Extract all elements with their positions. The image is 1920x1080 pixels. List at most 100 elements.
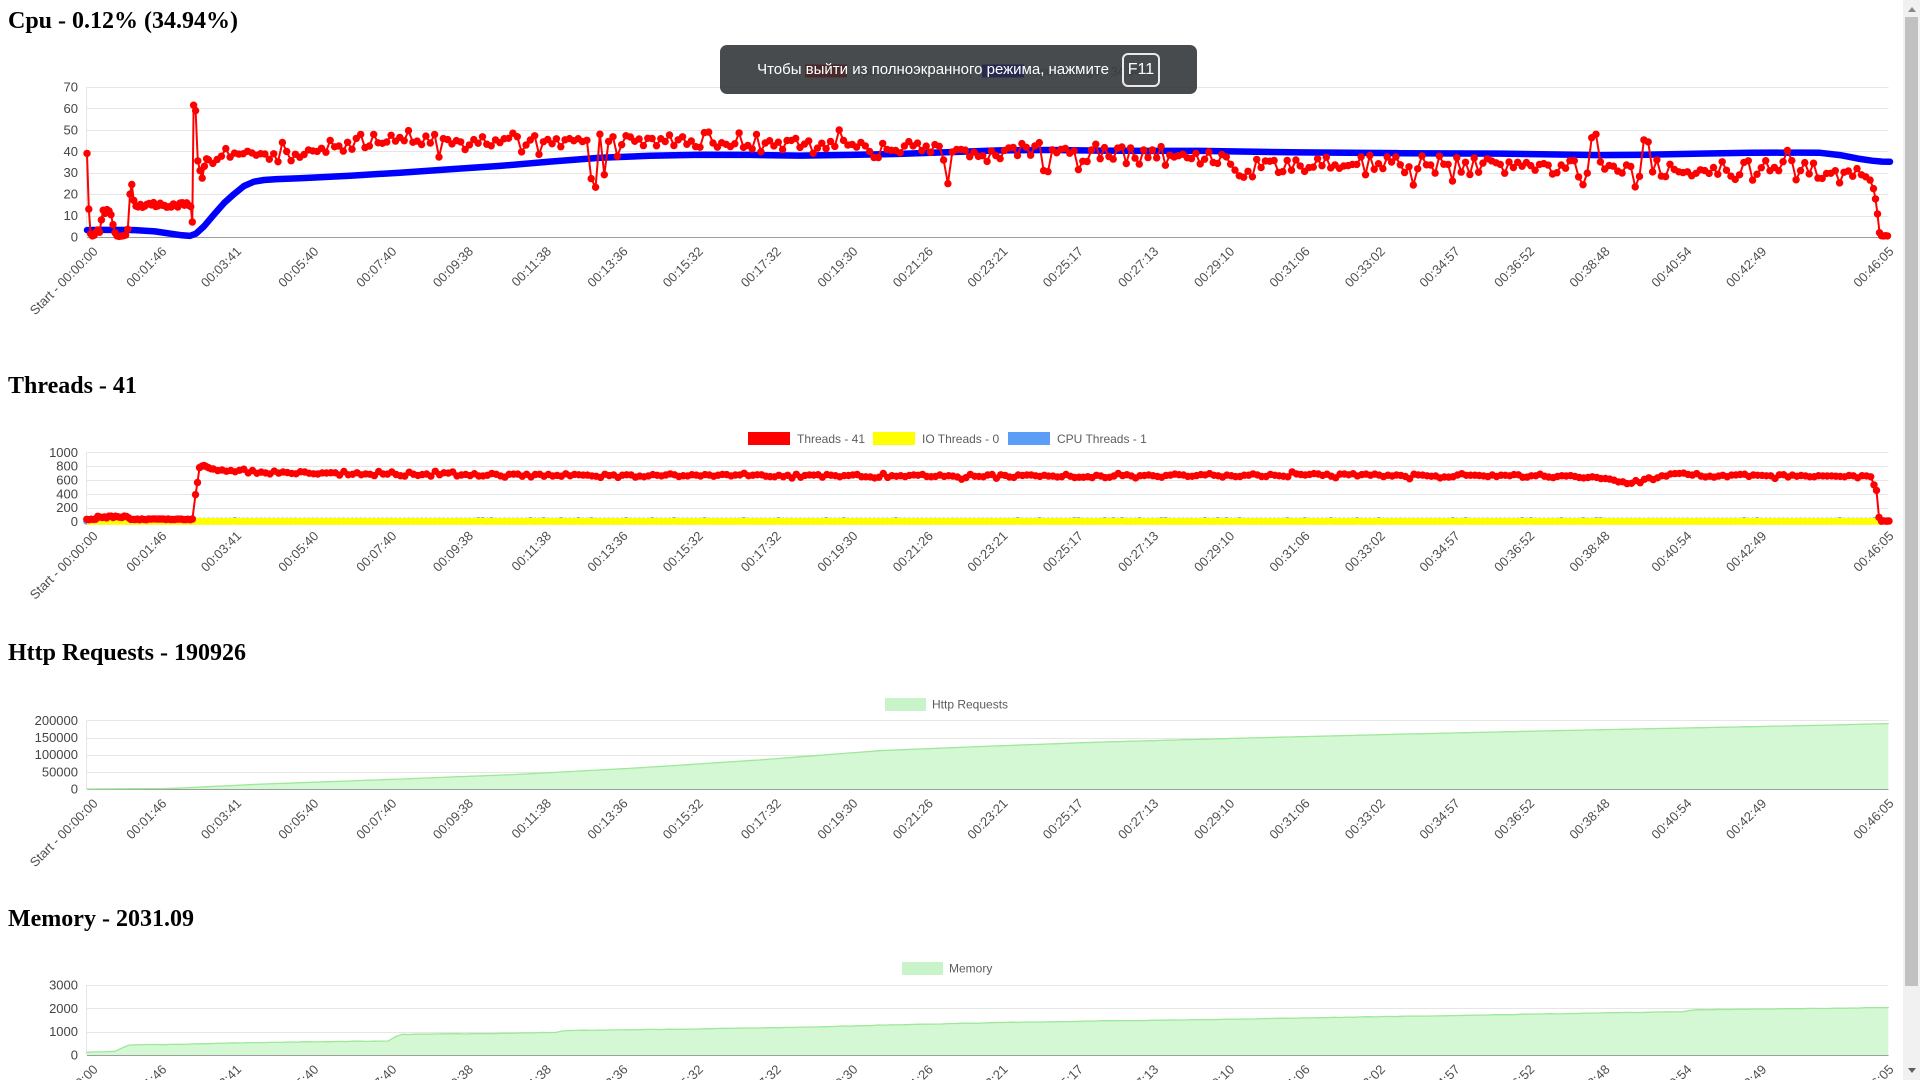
svg-text:00:07:40: 00:07:40	[353, 796, 399, 842]
svg-text:00:19:30: 00:19:30	[814, 244, 860, 290]
svg-text:00:34:57: 00:34:57	[1416, 1062, 1462, 1080]
svg-text:00:23:21: 00:23:21	[964, 244, 1010, 290]
svg-text:20: 20	[64, 187, 78, 202]
svg-text:00:01:46: 00:01:46	[123, 796, 169, 842]
svg-text:00:36:52: 00:36:52	[1491, 796, 1537, 842]
svg-text:00:27:13: 00:27:13	[1115, 528, 1161, 574]
svg-text:00:17:32: 00:17:32	[738, 796, 784, 842]
svg-text:00:46:05: 00:46:05	[1850, 528, 1896, 574]
svg-text:40: 40	[64, 144, 78, 159]
svg-text:00:03:41: 00:03:41	[198, 244, 244, 290]
svg-text:3000: 3000	[49, 978, 78, 993]
svg-text:1000: 1000	[49, 1024, 78, 1039]
svg-text:00:25:17: 00:25:17	[1040, 1062, 1086, 1080]
svg-text:30: 30	[64, 165, 78, 180]
svg-text:00:13:36: 00:13:36	[584, 1062, 630, 1080]
svg-text:00:21:26: 00:21:26	[890, 796, 936, 842]
svg-text:00:13:36: 00:13:36	[584, 528, 630, 574]
svg-text:00:38:48: 00:38:48	[1566, 1062, 1612, 1080]
svg-text:00:23:21: 00:23:21	[964, 796, 1010, 842]
svg-text:600: 600	[56, 473, 78, 488]
svg-text:00:19:30: 00:19:30	[814, 1062, 860, 1080]
svg-text:00:07:40: 00:07:40	[353, 244, 399, 290]
svg-text:00:29:10: 00:29:10	[1191, 796, 1237, 842]
svg-text:00:17:32: 00:17:32	[738, 244, 784, 290]
svg-text:00:25:17: 00:25:17	[1040, 796, 1086, 842]
svg-text:0: 0	[71, 230, 78, 245]
svg-text:00:05:40: 00:05:40	[275, 1062, 321, 1080]
svg-text:00:11:38: 00:11:38	[508, 528, 554, 574]
svg-text:0: 0	[71, 782, 78, 797]
svg-text:00:15:32: 00:15:32	[660, 244, 706, 290]
svg-text:00:11:38: 00:11:38	[508, 1062, 554, 1080]
svg-text:400: 400	[56, 486, 78, 501]
svg-text:00:31:06: 00:31:06	[1266, 528, 1312, 574]
svg-text:00:29:10: 00:29:10	[1191, 244, 1237, 290]
svg-text:00:21:26: 00:21:26	[890, 1062, 936, 1080]
svg-text:00:01:46: 00:01:46	[123, 1062, 169, 1080]
svg-text:Threads - 41: Threads - 41	[797, 432, 865, 446]
svg-text:00:09:38: 00:09:38	[430, 1062, 476, 1080]
svg-text:800: 800	[56, 459, 78, 474]
svg-text:00:33:02: 00:33:02	[1342, 796, 1388, 842]
svg-text:00:42:49: 00:42:49	[1723, 1062, 1769, 1080]
svg-text:00:13:36: 00:13:36	[584, 796, 630, 842]
svg-text:Start - 00:00:00: Start - 00:00:00	[27, 244, 101, 318]
svg-text:70: 70	[64, 80, 78, 95]
svg-text:00:17:32: 00:17:32	[738, 528, 784, 574]
svg-text:00:27:13: 00:27:13	[1115, 1062, 1161, 1080]
svg-text:00:15:32: 00:15:32	[660, 796, 706, 842]
svg-text:00:40:54: 00:40:54	[1648, 796, 1694, 842]
svg-text:100000: 100000	[35, 747, 78, 762]
svg-text:200: 200	[56, 500, 78, 515]
svg-text:00:38:48: 00:38:48	[1566, 244, 1612, 290]
svg-text:00:09:38: 00:09:38	[430, 244, 476, 290]
svg-text:00:34:57: 00:34:57	[1416, 796, 1462, 842]
svg-text:00:33:02: 00:33:02	[1342, 244, 1388, 290]
svg-text:00:17:32: 00:17:32	[738, 1062, 784, 1080]
svg-text:Start - 00:00:00: Start - 00:00:00	[27, 528, 101, 602]
svg-text:00:11:38: 00:11:38	[508, 244, 554, 290]
svg-text:2000: 2000	[49, 1001, 78, 1016]
svg-text:50: 50	[64, 122, 78, 137]
svg-text:10: 10	[64, 208, 78, 223]
svg-text:00:23:21: 00:23:21	[964, 1062, 1010, 1080]
svg-text:Start - 00:00:00: Start - 00:00:00	[27, 796, 101, 870]
svg-text:00:25:17: 00:25:17	[1040, 528, 1086, 574]
svg-text:00:15:32: 00:15:32	[660, 528, 706, 574]
svg-text:00:03:41: 00:03:41	[198, 1062, 244, 1080]
svg-text:00:40:54: 00:40:54	[1648, 1062, 1694, 1080]
svg-text:00:46:05: 00:46:05	[1850, 796, 1896, 842]
svg-text:00:36:52: 00:36:52	[1491, 528, 1537, 574]
svg-text:00:31:06: 00:31:06	[1266, 1062, 1312, 1080]
svg-text:00:42:49: 00:42:49	[1723, 244, 1769, 290]
svg-text:00:33:02: 00:33:02	[1342, 1062, 1388, 1080]
svg-text:200000: 200000	[35, 713, 78, 728]
svg-text:00:38:48: 00:38:48	[1566, 796, 1612, 842]
svg-text:00:25:17: 00:25:17	[1040, 244, 1086, 290]
svg-text:150000: 150000	[35, 730, 78, 745]
svg-text:00:05:40: 00:05:40	[275, 528, 321, 574]
svg-text:00:29:10: 00:29:10	[1191, 528, 1237, 574]
svg-text:00:05:40: 00:05:40	[275, 244, 321, 290]
svg-text:00:46:05: 00:46:05	[1850, 1062, 1896, 1080]
svg-text:00:27:13: 00:27:13	[1115, 244, 1161, 290]
svg-text:00:21:26: 00:21:26	[890, 528, 936, 574]
svg-text:00:01:46: 00:01:46	[123, 244, 169, 290]
svg-text:00:09:38: 00:09:38	[430, 796, 476, 842]
svg-text:00:34:57: 00:34:57	[1416, 244, 1462, 290]
svg-text:00:19:30: 00:19:30	[814, 796, 860, 842]
svg-text:Start - 00:00:00: Start - 00:00:00	[27, 1062, 101, 1080]
svg-text:50000: 50000	[42, 764, 78, 779]
svg-text:Http Requests: Http Requests	[932, 698, 1008, 712]
svg-text:IO Threads - 0: IO Threads - 0	[922, 432, 999, 446]
svg-text:00:01:46: 00:01:46	[123, 528, 169, 574]
svg-text:00:13:36: 00:13:36	[584, 244, 630, 290]
svg-text:00:21:26: 00:21:26	[890, 244, 936, 290]
svg-text:00:40:54: 00:40:54	[1648, 528, 1694, 574]
svg-text:00:27:13: 00:27:13	[1115, 796, 1161, 842]
svg-text:00:05:40: 00:05:40	[275, 796, 321, 842]
svg-text:00:42:49: 00:42:49	[1723, 796, 1769, 842]
svg-text:00:34:57: 00:34:57	[1416, 528, 1462, 574]
svg-text:1000: 1000	[49, 445, 78, 460]
